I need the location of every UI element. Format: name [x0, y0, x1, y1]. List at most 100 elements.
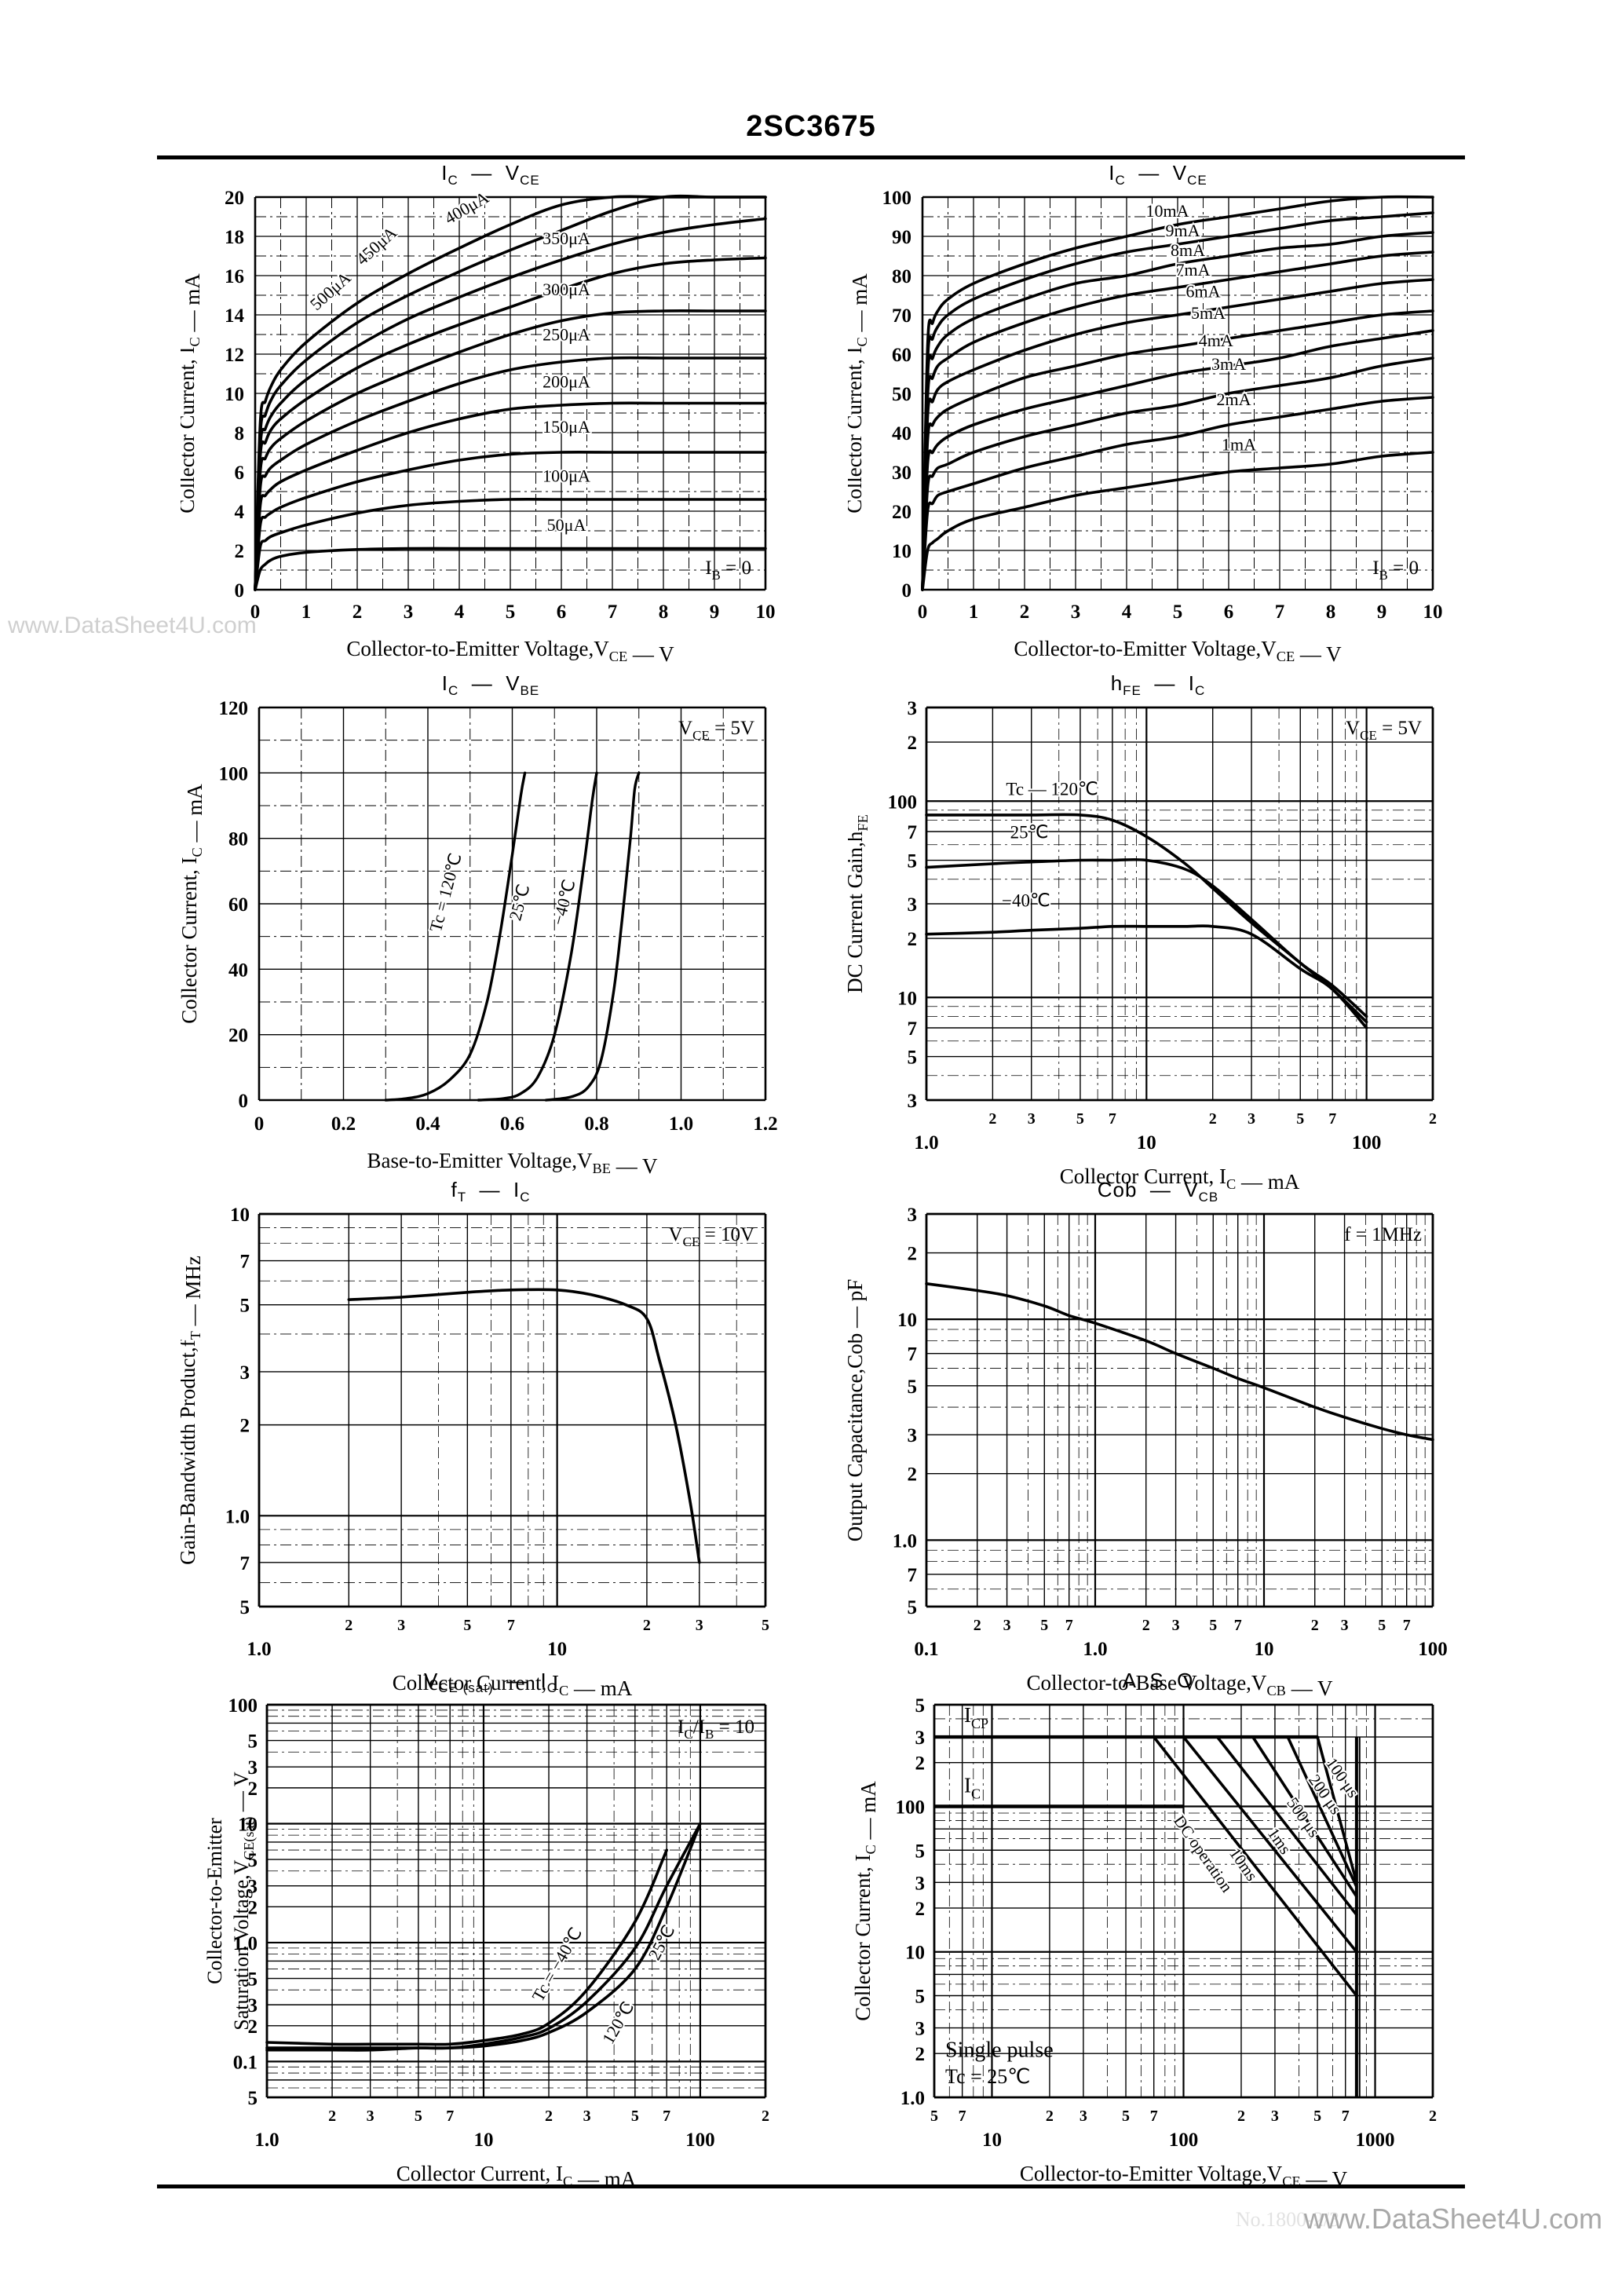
- svg-text:5: 5: [1040, 1617, 1048, 1634]
- svg-text:450μA: 450μA: [352, 222, 400, 269]
- svg-text:100: 100: [685, 2130, 715, 2151]
- svg-text:100: 100: [1418, 1639, 1448, 1660]
- chart-title: fT — IC: [451, 1178, 531, 1205]
- svg-text:7: 7: [1342, 2108, 1350, 2125]
- svg-text:4mA: 4mA: [1199, 331, 1233, 350]
- svg-text:2: 2: [1020, 601, 1030, 623]
- svg-text:7: 7: [240, 1553, 250, 1574]
- svg-text:5: 5: [908, 1597, 918, 1618]
- svg-text:9mA: 9mA: [1166, 221, 1200, 240]
- svg-text:500μA: 500μA: [306, 268, 355, 314]
- svg-text:60: 60: [892, 345, 911, 366]
- svg-text:3: 3: [1341, 1617, 1349, 1634]
- svg-text:20: 20: [892, 502, 911, 523]
- svg-text:1.0: 1.0: [225, 1506, 250, 1527]
- svg-text:300μA: 300μA: [542, 280, 590, 299]
- svg-text:10: 10: [897, 988, 917, 1009]
- svg-text:Saturation Voltage,VCE(sat) —: Saturation Voltage,VCE(sat) — V: [230, 1771, 258, 2031]
- svg-text:1.0: 1.0: [247, 1639, 271, 1660]
- svg-text:0.6: 0.6: [500, 1113, 524, 1135]
- svg-text:Collector-to-Emitter Voltage,V: Collector-to-Emitter Voltage,VCE — V: [1014, 637, 1342, 666]
- svg-text:5: 5: [1209, 1617, 1217, 1634]
- svg-text:5: 5: [1173, 601, 1183, 623]
- svg-text:30: 30: [892, 462, 911, 484]
- chart-vcesat-ic: VCE (sat) — IC 5 0.1 2 3 5 1.0 2 3 5 10 2 3 5 100 2 3 5 7…: [181, 1669, 801, 2187]
- svg-text:2: 2: [328, 2108, 336, 2125]
- svg-text:10: 10: [1255, 1639, 1274, 1660]
- svg-text:3: 3: [248, 1877, 258, 1898]
- svg-text:Single pulse: Single pulse: [945, 2038, 1054, 2062]
- chart-ic-vbe: IC — VBE 0 0.2 0.4 0.6 0.8 1.0 1.2 0 20 40 60 80 100…: [181, 671, 801, 1190]
- chart-title: hFE — IC: [1110, 671, 1206, 699]
- svg-text:2: 2: [240, 1416, 250, 1437]
- svg-text:2: 2: [908, 929, 918, 950]
- chart-ic-vce-ma: IC — VCE 0 1 2 3 4 5 6 7 8 9 10 0 10 20 30 40 50 60 70 80 90…: [848, 161, 1468, 679]
- chart-canvas: 0 1 2 3 4 5 6 7 8 9 100102030405060708090100Collec…: [848, 188, 1443, 666]
- svg-text:1.0: 1.0: [901, 2088, 925, 2109]
- svg-text:2: 2: [248, 1779, 258, 1800]
- svg-text:1.0: 1.0: [893, 1530, 917, 1552]
- svg-text:3: 3: [908, 1091, 918, 1112]
- chart-canvas: 5 7 1.0 2 3 5 7 10 2 3 5 7 2 3 5 1.0 10 Collector Current…: [181, 1205, 769, 1696]
- svg-text:50μA: 50μA: [547, 515, 586, 535]
- svg-text:3: 3: [1172, 1617, 1180, 1634]
- svg-text:3: 3: [1248, 1110, 1255, 1128]
- chart-title: VCE (sat) — IC: [423, 1669, 558, 1696]
- svg-text:9: 9: [710, 601, 720, 623]
- svg-text:7: 7: [959, 2108, 966, 2125]
- svg-text:2: 2: [248, 2016, 258, 2038]
- svg-text:3: 3: [1271, 2108, 1279, 2125]
- svg-text:3: 3: [908, 1425, 918, 1446]
- svg-text:Collector Current, IC — mA: Collector Current, IC — mA: [393, 1671, 633, 1696]
- svg-text:7: 7: [1109, 1110, 1116, 1128]
- svg-text:70: 70: [892, 305, 911, 327]
- svg-text:1.0: 1.0: [233, 1933, 258, 1954]
- svg-text:Collector Current, IC — mA: Collector Current, IC — mA: [396, 2162, 637, 2187]
- svg-text:7: 7: [1065, 1617, 1073, 1634]
- svg-text:120: 120: [219, 698, 249, 719]
- svg-text:0.4: 0.4: [415, 1113, 440, 1135]
- svg-text:7: 7: [1150, 2108, 1158, 2125]
- svg-text:IB = 0: IB = 0: [1372, 558, 1419, 583]
- svg-text:40: 40: [892, 423, 911, 444]
- svg-text:2: 2: [643, 1617, 651, 1634]
- chart-title: IC — VCE: [441, 161, 540, 188]
- svg-text:5: 5: [1296, 1110, 1304, 1128]
- chart-canvas: 3 5 7 10 2 3 5 7 100 2 3 2 3 5 7 2 3 5 7 2 1.0 10 100 Collector…: [848, 698, 1437, 1190]
- svg-text:3: 3: [915, 1873, 926, 1894]
- svg-text:2: 2: [1142, 1617, 1150, 1634]
- svg-text:3: 3: [248, 1757, 258, 1779]
- svg-text:2: 2: [1429, 2108, 1437, 2125]
- chart-aso: A S O 1.0 2 3 5 10 2 3 5 100 2 3 5 5 7 2 3 5 7 2 3 5 7 2 10 100 1…: [848, 1669, 1468, 2187]
- svg-text:10: 10: [892, 541, 911, 562]
- svg-text:3: 3: [1028, 1110, 1036, 1128]
- svg-text:100μA: 100μA: [542, 466, 590, 486]
- svg-text:5: 5: [631, 2108, 639, 2125]
- svg-text:25℃: 25℃: [505, 882, 533, 923]
- svg-text:7: 7: [240, 1252, 250, 1273]
- svg-text:3: 3: [404, 601, 414, 623]
- svg-text:7: 7: [908, 1018, 918, 1040]
- svg-text:10: 10: [756, 601, 776, 623]
- svg-text:2: 2: [915, 1899, 926, 1920]
- svg-text:5: 5: [240, 1597, 250, 1618]
- svg-text:Collector Current, IC — mA: Collector Current, IC — mA: [1060, 1164, 1300, 1190]
- svg-text:0: 0: [239, 1091, 249, 1112]
- chart-title: A S O: [1122, 1669, 1194, 1692]
- svg-text:10: 10: [238, 1814, 258, 1835]
- svg-text:1: 1: [969, 601, 979, 623]
- svg-text:5: 5: [1378, 1617, 1386, 1634]
- svg-text:−40℃: −40℃: [1002, 890, 1050, 910]
- svg-text:3: 3: [1003, 1617, 1011, 1634]
- svg-text:18: 18: [225, 227, 244, 248]
- svg-text:6: 6: [235, 462, 245, 484]
- svg-text:Tc = 25℃: Tc = 25℃: [945, 2065, 1030, 2088]
- svg-text:5: 5: [248, 2088, 258, 2109]
- svg-text:Collector Current, IC — mA: Collector Current, IC — mA: [181, 784, 206, 1024]
- svg-text:3: 3: [1071, 601, 1081, 623]
- svg-text:1.2: 1.2: [753, 1113, 777, 1135]
- svg-text:20: 20: [228, 1026, 248, 1047]
- svg-text:1.0: 1.0: [914, 1132, 938, 1153]
- svg-text:2: 2: [762, 2108, 769, 2125]
- svg-text:3: 3: [240, 1362, 250, 1384]
